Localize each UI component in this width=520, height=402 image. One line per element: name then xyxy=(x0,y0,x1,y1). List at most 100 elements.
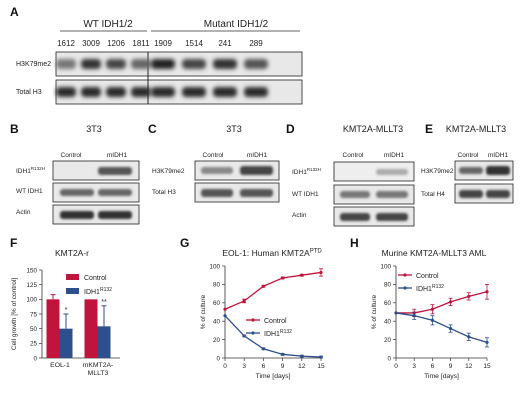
legend-label: IDH1R132 xyxy=(416,284,444,293)
significance-marker: ** xyxy=(101,299,107,306)
panel-letter-a: A xyxy=(10,5,19,19)
band-h3k79me2 xyxy=(244,59,268,69)
panel-a: A WT IDH1/2 Mutant IDH1/2 1612 3009 1206 18… xyxy=(10,5,303,105)
blot-row-label-total-h4: Total H4 xyxy=(421,191,445,198)
blot-bands-e xyxy=(459,166,510,198)
panel-b-title: 3T3 xyxy=(86,124,102,134)
blot-strip-actin xyxy=(333,206,415,227)
legend-label: Control xyxy=(84,275,107,282)
panel-letter-g: G xyxy=(180,236,189,250)
data-point xyxy=(223,307,227,311)
x-tick-label: 9 xyxy=(281,363,285,370)
data-point xyxy=(430,318,434,322)
blot-strip-wt-idh1 xyxy=(333,184,415,205)
panel-letter-d: D xyxy=(286,122,295,136)
legend-swatch xyxy=(66,274,79,280)
blot-strip-wt-idh1 xyxy=(52,182,140,203)
y-axis-label: % of culture xyxy=(371,294,378,329)
x-tick-label: 3 xyxy=(242,363,246,370)
data-point xyxy=(467,335,471,339)
legend-marker xyxy=(251,318,255,322)
band-h3k79me2 xyxy=(106,59,126,69)
column-label-midh1: mIDH1 xyxy=(488,152,509,159)
column-label-control: Control xyxy=(61,152,83,159)
chart-title: EOL-1: Human KMT2APTD xyxy=(222,248,322,258)
column-label-midh1: mIDH1 xyxy=(107,152,128,159)
data-point xyxy=(430,307,434,311)
blot-strip-actin xyxy=(52,204,140,225)
series-line-idh1-r132 xyxy=(224,315,322,358)
band-h3k79me2 xyxy=(131,59,151,69)
band-h3k79me2 xyxy=(151,59,175,69)
data-point xyxy=(319,355,323,359)
y-tick-label: 150 xyxy=(26,267,37,274)
bar-control xyxy=(46,299,60,358)
panel-letter-e: E xyxy=(425,122,433,136)
series-line-idh1-r132 xyxy=(395,312,488,343)
sample-label: 1811 xyxy=(132,39,150,48)
sample-label: 1612 xyxy=(57,39,75,48)
data-point xyxy=(261,347,265,351)
column-label-control: Control xyxy=(203,152,225,159)
x-tick-label: 9 xyxy=(449,363,453,370)
y-axis-label: % of culture xyxy=(200,294,207,329)
band-h3k79me2 xyxy=(56,59,76,69)
band-h3k79me2 xyxy=(81,59,101,69)
group-label-wt: WT IDH1/2 xyxy=(83,19,133,30)
sample-label: 3009 xyxy=(82,39,100,48)
data-point xyxy=(300,354,304,358)
blot-strip-total-h3 xyxy=(194,182,280,203)
band-total-h3 xyxy=(151,87,175,97)
x-tick-label: 0 xyxy=(394,363,398,370)
group-label-mutant: Mutant IDH1/2 xyxy=(204,19,269,30)
blot-row-label-h3k79me2: H3K79me2 xyxy=(421,168,454,175)
data-point xyxy=(394,311,398,315)
blot-row-label-idh1-r132h: IDH1R132H xyxy=(16,166,45,175)
column-label-control: Control xyxy=(343,152,365,159)
data-point xyxy=(485,340,489,344)
band-total-h3 xyxy=(131,87,151,97)
y-tick-label: 100 xyxy=(209,263,220,270)
blot-bands-d xyxy=(340,169,408,221)
bar-idh1-r132 xyxy=(97,326,111,358)
panel-c: C 3T3 Control mIDH1 H3K79me2 Total H3 xyxy=(148,122,280,203)
sample-label: 1909 xyxy=(154,39,172,48)
blot-strip-h3k79me2 xyxy=(454,160,514,181)
x-category-label: mKMT2A- xyxy=(83,362,114,369)
significance-marker: * xyxy=(65,307,68,314)
blot-row-label-actin: Actin xyxy=(292,212,307,219)
series-line-control xyxy=(396,291,488,314)
chart-title: KMT2A-r xyxy=(55,248,89,258)
legend-label: IDH1R132 xyxy=(264,329,292,338)
y-tick-label: 80 xyxy=(213,282,221,289)
chart-title: Murine KMT2A-MLLT3 AML xyxy=(382,248,487,258)
x-tick-label: 3 xyxy=(412,363,416,370)
x-axis-label: Time [days] xyxy=(256,373,291,380)
x-tick-label: 0 xyxy=(223,363,227,370)
legend-marker xyxy=(403,273,407,277)
panel-letter-f: F xyxy=(10,236,17,250)
data-point xyxy=(449,300,453,304)
y-tick-label: 20 xyxy=(213,337,221,344)
legend-swatch xyxy=(66,288,79,294)
band-total-h3 xyxy=(81,87,101,97)
blot-row-label-actin: Actin xyxy=(16,209,31,216)
panel-d: D KMT2A-MLLT3 Control mIDH1 IDH1R132H WT… xyxy=(286,122,415,227)
band-total-h3 xyxy=(213,87,237,97)
x-tick-label: 15 xyxy=(317,363,325,370)
blot-row-label-idh1-r132h: IDH1R132H xyxy=(292,167,321,176)
data-point xyxy=(281,352,285,356)
band-h3k79me2 xyxy=(213,59,237,69)
x-tick-label: 6 xyxy=(431,363,435,370)
panel-letter-c: C xyxy=(148,122,157,136)
band-total-h3 xyxy=(182,87,206,97)
data-point xyxy=(449,326,453,331)
blot-row-label-h3k79me2: H3K79me2 xyxy=(16,61,51,68)
legend-label: Control xyxy=(264,318,287,325)
blot-bands-a xyxy=(56,59,268,97)
y-tick-label: 100 xyxy=(26,297,37,304)
band-total-h3 xyxy=(56,87,76,97)
y-tick-label: 100 xyxy=(380,263,391,270)
blot-strip-h3k79me2 xyxy=(194,160,280,181)
y-tick-label: 75 xyxy=(30,311,38,318)
